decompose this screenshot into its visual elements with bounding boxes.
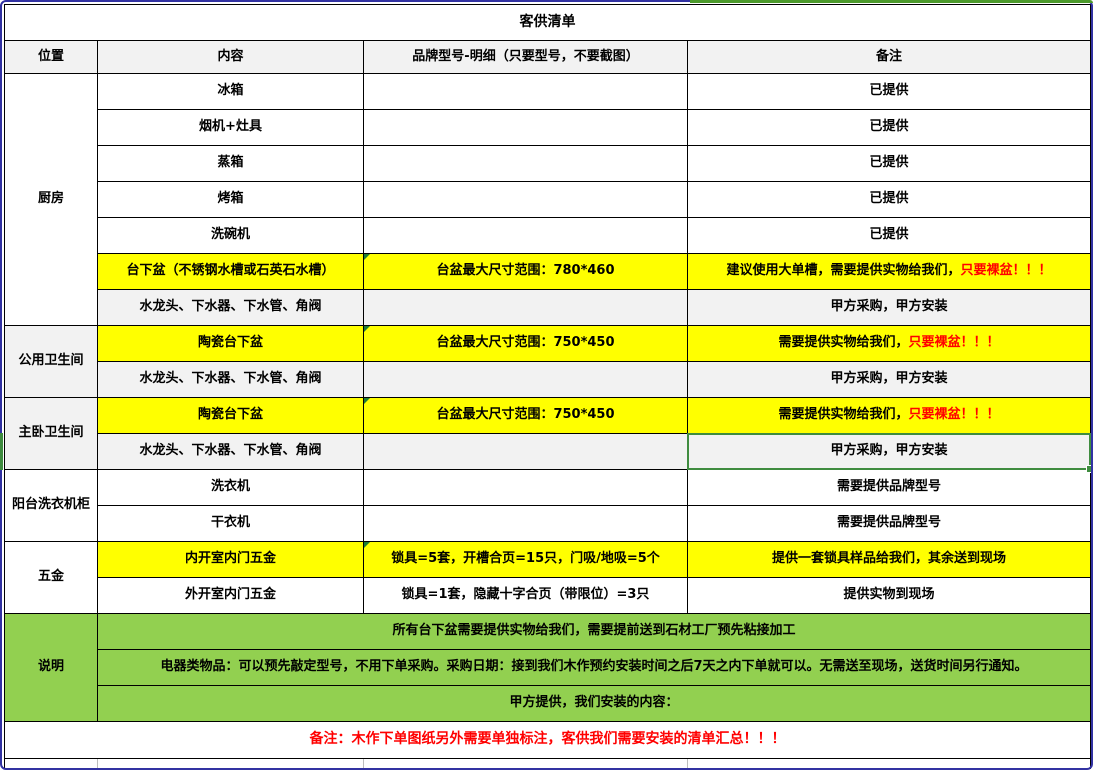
header-location[interactable]: 位置 xyxy=(5,41,98,74)
comment-indicator-icon xyxy=(364,254,370,260)
inner-door-note-cell[interactable]: 提供一套锁具样品给我们，其余送到现场 xyxy=(688,542,1090,578)
spreadsheet-table: 客供清单 位置 内容 品牌型号-明细（只要型号，不要截图） 备注 厨房 冰箱 已… xyxy=(4,4,1093,769)
kitchen-faucet-content-cell[interactable]: 水龙头、下水器、下水管、角阀 xyxy=(98,290,364,326)
kitchen-faucet-note-cell[interactable]: 甲方采购，甲方安装 xyxy=(688,290,1090,326)
kitchen-sink-note-cell[interactable]: 建议使用大单槽，需要提供实物给我们，只要裸盆！！！ xyxy=(688,254,1090,290)
section-label-public-bath[interactable]: 公用卫生间 xyxy=(5,326,98,398)
oven-brand-cell[interactable] xyxy=(364,182,688,218)
empty-cell[interactable] xyxy=(688,759,1090,769)
empty-cell[interactable] xyxy=(98,759,364,769)
fridge-note-cell[interactable]: 已提供 xyxy=(688,74,1090,110)
steamer-brand-cell[interactable] xyxy=(364,146,688,182)
dryer-content-cell[interactable]: 干衣机 xyxy=(98,506,364,542)
master-sink-content-cell[interactable]: 陶瓷台下盆 xyxy=(98,398,364,434)
footer-note-cell[interactable]: 备注：木作下单图纸另外需要单独标注，客供我们需要安装的清单汇总！！！ xyxy=(5,722,1090,759)
master-sink-note-cell[interactable]: 需要提供实物给我们，只要裸盆！！！ xyxy=(688,398,1090,434)
section-label-hardware[interactable]: 五金 xyxy=(5,542,98,614)
master-sink-brand-cell[interactable]: 台盆最大尺寸范围：750*450 xyxy=(364,398,688,434)
notes-row2-cell[interactable]: 电器类物品：可以预先敲定型号，不用下单采购。采购日期：接到我们木作预约安装时间之… xyxy=(98,650,1090,686)
washer-content-cell[interactable]: 洗衣机 xyxy=(98,470,364,506)
fridge-content-cell[interactable]: 冰箱 xyxy=(98,74,364,110)
header-note[interactable]: 备注 xyxy=(688,41,1090,74)
dishwasher-brand-cell[interactable] xyxy=(364,218,688,254)
fill-handle[interactable] xyxy=(1086,465,1093,473)
public-faucet-content-cell[interactable]: 水龙头、下水器、下水管、角阀 xyxy=(98,362,364,398)
steamer-content-cell[interactable]: 蒸箱 xyxy=(98,146,364,182)
kitchen-sink-brand-text: 台盆最大尺寸范围：780*460 xyxy=(436,263,615,279)
public-sink-brand-cell[interactable]: 台盆最大尺寸范围：750*450 xyxy=(364,326,688,362)
public-sink-note-text: 需要提供实物给我们，只要裸盆！！！ xyxy=(778,335,1000,351)
outer-door-brand-cell[interactable]: 锁具=1套，隐藏十字合页（带限位）=3只 xyxy=(364,578,688,614)
master-sink-note-text: 需要提供实物给我们，只要裸盆！！！ xyxy=(778,407,1000,423)
section-label-kitchen[interactable]: 厨房 xyxy=(5,74,98,326)
dryer-brand-cell[interactable] xyxy=(364,506,688,542)
notes-row3-cell[interactable]: 甲方提供，我们安装的内容： xyxy=(98,686,1090,722)
hood-brand-cell[interactable] xyxy=(364,110,688,146)
header-brand[interactable]: 品牌型号-明细（只要型号，不要截图） xyxy=(364,41,688,74)
hood-note-cell[interactable]: 已提供 xyxy=(688,110,1090,146)
comment-indicator-icon xyxy=(364,542,370,548)
master-sink-brand-text: 台盆最大尺寸范围：750*450 xyxy=(436,407,615,423)
kitchen-sink-brand-cell[interactable]: 台盆最大尺寸范围：780*460 xyxy=(364,254,688,290)
fridge-brand-cell[interactable] xyxy=(364,74,688,110)
public-faucet-note-cell[interactable]: 甲方采购，甲方安装 xyxy=(688,362,1090,398)
empty-cell[interactable] xyxy=(5,759,98,769)
section-label-notes[interactable]: 说明 xyxy=(5,614,98,722)
master-faucet-brand-cell[interactable] xyxy=(364,434,688,470)
comment-indicator-icon xyxy=(364,398,370,404)
section-label-master-bath[interactable]: 主卧卫生间 xyxy=(5,398,98,470)
dryer-note-cell[interactable]: 需要提供品牌型号 xyxy=(688,506,1090,542)
inner-door-brand-cell[interactable]: 锁具=5套，开槽合页=15只，门吸/地吸=5个 xyxy=(364,542,688,578)
washer-note-cell[interactable]: 需要提供品牌型号 xyxy=(688,470,1090,506)
master-faucet-note-cell-selected[interactable]: 甲方采购，甲方安装 xyxy=(687,433,1093,473)
section-label-balcony[interactable]: 阳台洗衣机柜 xyxy=(5,470,98,542)
steamer-note-cell[interactable]: 已提供 xyxy=(688,146,1090,182)
public-faucet-brand-cell[interactable] xyxy=(364,362,688,398)
outer-door-content-cell[interactable]: 外开室内门五金 xyxy=(98,578,364,614)
kitchen-sink-note-text: 建议使用大单槽，需要提供实物给我们，只要裸盆！！！ xyxy=(726,263,1052,279)
master-faucet-note-text: 甲方采购，甲方安装 xyxy=(830,443,948,459)
oven-note-cell[interactable]: 已提供 xyxy=(688,182,1090,218)
public-sink-content-cell[interactable]: 陶瓷台下盆 xyxy=(98,326,364,362)
kitchen-sink-content-cell[interactable]: 台下盆（不锈钢水槽或石英石水槽） xyxy=(98,254,364,290)
hood-content-cell[interactable]: 烟机+灶具 xyxy=(98,110,364,146)
inner-door-brand-text: 锁具=5套，开槽合页=15只，门吸/地吸=5个 xyxy=(391,551,660,567)
inner-door-content-cell[interactable]: 内开室内门五金 xyxy=(98,542,364,578)
page-title[interactable]: 客供清单 xyxy=(5,5,1090,41)
notes-row1-cell[interactable]: 所有台下盆需要提供实物给我们，需要提前送到石材工厂预先粘接加工 xyxy=(98,614,1090,650)
outer-door-note-cell[interactable]: 提供实物到现场 xyxy=(688,578,1090,614)
public-sink-note-cell[interactable]: 需要提供实物给我们，只要裸盆！！！ xyxy=(688,326,1090,362)
public-sink-brand-text: 台盆最大尺寸范围：750*450 xyxy=(436,335,615,351)
oven-content-cell[interactable]: 烤箱 xyxy=(98,182,364,218)
washer-brand-cell[interactable] xyxy=(364,470,688,506)
header-content[interactable]: 内容 xyxy=(98,41,364,74)
kitchen-faucet-brand-cell[interactable] xyxy=(364,290,688,326)
master-faucet-content-cell[interactable]: 水龙头、下水器、下水管、角阀 xyxy=(98,434,364,470)
comment-indicator-icon xyxy=(364,326,370,332)
row-selection-indicator xyxy=(0,433,3,470)
top-edge-green-strip xyxy=(690,0,1093,3)
empty-cell[interactable] xyxy=(364,759,688,769)
dishwasher-content-cell[interactable]: 洗碗机 xyxy=(98,218,364,254)
dishwasher-note-cell[interactable]: 已提供 xyxy=(688,218,1090,254)
